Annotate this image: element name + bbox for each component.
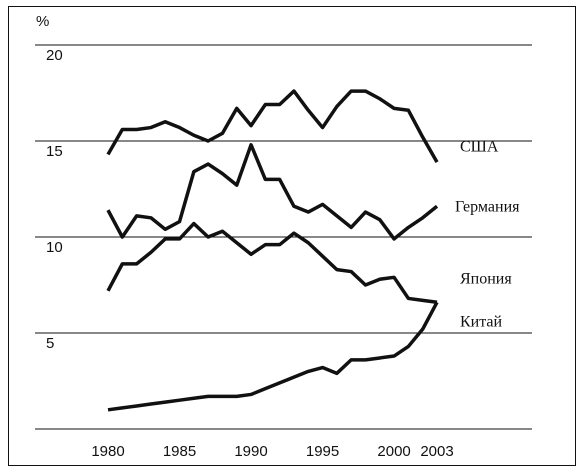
series-line [106,221,438,305]
y-tick-label: 15 [46,143,63,160]
x-tick-label: 1990 [234,443,267,460]
series-label: Япония [460,271,512,288]
y-tick-label: 5 [46,335,54,352]
series-line [107,301,439,412]
y-axis-label: % [36,13,49,30]
x-tick-label: 2000 [377,443,410,460]
series-label: Китай [460,314,503,331]
series-label: Германия [455,199,520,216]
y-tick-label: 10 [46,239,63,256]
series-line [106,143,439,241]
x-tick-label: 2003 [420,443,453,460]
x-tick-label: 1995 [306,443,339,460]
series-label: США [460,139,499,156]
x-tick-label: 1985 [163,443,196,460]
x-tick-label: 1980 [91,443,124,460]
frame [8,6,576,466]
y-tick-label: 20 [46,47,63,64]
series-line [106,89,439,163]
